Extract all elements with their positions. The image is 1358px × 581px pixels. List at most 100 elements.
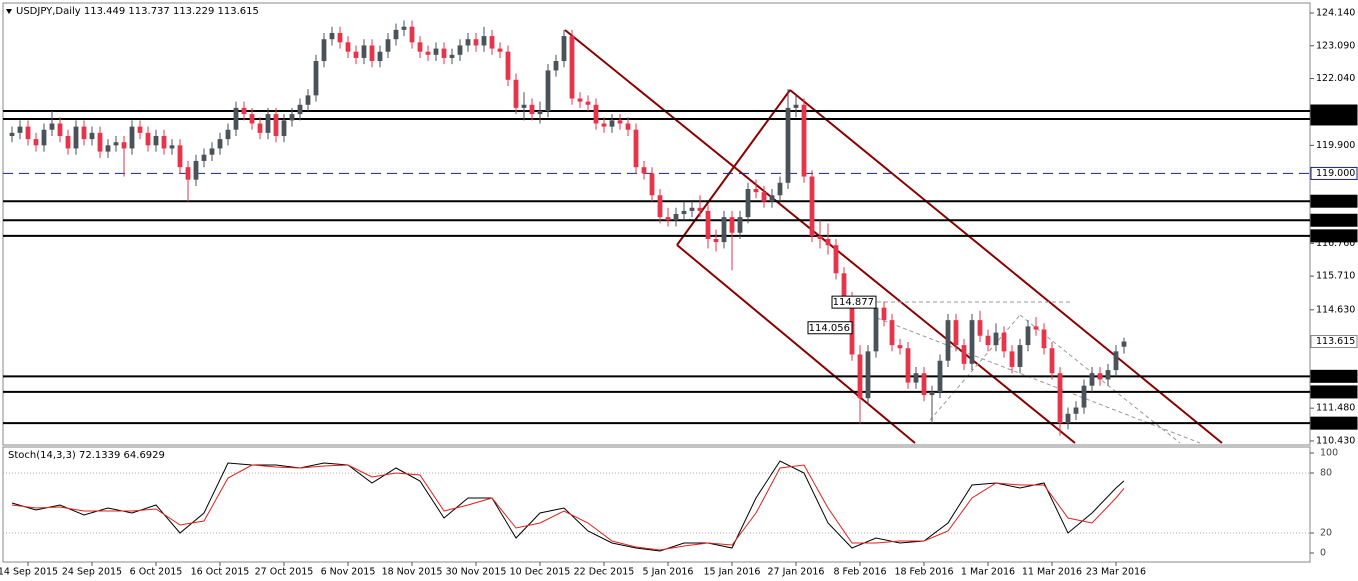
candle-body <box>201 154 207 161</box>
candle-body <box>193 160 199 180</box>
candle-body <box>1113 351 1119 371</box>
candle-body <box>913 373 919 383</box>
candle-body <box>505 51 511 80</box>
candle-body <box>681 210 687 215</box>
candle-body <box>257 123 263 133</box>
candle-body <box>281 120 287 136</box>
candle-body <box>313 61 319 96</box>
x-tick-label: 16 Oct 2015 <box>191 567 250 578</box>
candle-body <box>361 45 367 58</box>
level-label-box <box>1310 229 1358 243</box>
candle-body <box>689 207 695 211</box>
candle-body <box>249 114 255 124</box>
candle-body <box>609 120 615 127</box>
candle-body <box>89 132 95 140</box>
annotation-box <box>807 321 853 335</box>
y-tick-label: 114.630 <box>1316 304 1355 315</box>
candle-body <box>777 182 783 196</box>
candle-body <box>1089 373 1095 386</box>
candle-body <box>969 320 975 364</box>
candle-body <box>97 132 103 152</box>
candle-body <box>1033 326 1039 330</box>
candle-body <box>129 126 135 149</box>
candle-body <box>985 335 991 346</box>
candle-body <box>841 273 847 299</box>
y-tick-label: 124.140 <box>1316 7 1355 18</box>
candle-body <box>529 104 535 115</box>
candle-body <box>929 391 935 396</box>
candle-body <box>233 107 239 130</box>
candle-body <box>1009 351 1015 367</box>
candle-body <box>537 111 543 115</box>
candle-body <box>41 129 47 146</box>
candle-body <box>881 307 887 321</box>
candle-body <box>545 70 551 112</box>
chart-title: USDJPY,Daily 113.449 113.737 113.229 113… <box>16 6 259 17</box>
candle-body <box>905 348 911 383</box>
channel-line <box>789 89 1223 444</box>
candle-body <box>801 104 807 177</box>
candle-body <box>705 210 711 239</box>
candle-body <box>1065 413 1071 424</box>
candle-body <box>81 126 87 140</box>
stoch-line <box>11 460 1125 552</box>
stoch-panel <box>2 446 1311 563</box>
y-tick-label: 111.480 <box>1316 403 1355 414</box>
candle-body <box>9 132 15 136</box>
x-tick-label: 23 Mar 2016 <box>1086 567 1146 578</box>
candle-body <box>25 126 31 140</box>
x-tick-label: 30 Nov 2015 <box>446 567 507 578</box>
candle-body <box>121 142 127 149</box>
candle-body <box>225 129 231 140</box>
stoch-line <box>11 464 1125 551</box>
y-tick-label: 123.090 <box>1316 40 1355 51</box>
candle-body <box>345 42 351 52</box>
x-tick-label: 15 Jan 2016 <box>704 567 761 578</box>
y-tick-label: 20 <box>1320 528 1332 539</box>
candle-body <box>481 36 487 46</box>
candle-body <box>57 123 63 136</box>
candle-body <box>657 195 663 218</box>
candle-body <box>945 320 951 361</box>
candle-body <box>465 39 471 46</box>
candle-body <box>921 373 927 396</box>
candle-body <box>353 51 359 58</box>
candle-body <box>33 139 39 146</box>
candle-body <box>457 45 463 55</box>
candle-body <box>377 51 383 62</box>
candle-body <box>273 114 279 136</box>
candle-body <box>833 245 839 274</box>
candle-body <box>169 145 175 149</box>
level-label: 117.000 <box>1316 230 1355 241</box>
x-tick-label: 22 Dec 2015 <box>574 567 635 578</box>
annotation-box <box>831 295 877 309</box>
x-tick-label: 8 Feb 2016 <box>833 567 886 578</box>
candle-body <box>889 320 895 346</box>
level-label: 119.000 <box>1316 168 1355 179</box>
candle-body <box>105 145 111 152</box>
x-tick-label: 1 Mar 2016 <box>961 567 1015 578</box>
candle-body <box>1041 329 1047 349</box>
candle-body <box>73 126 79 149</box>
candle-body <box>393 29 399 40</box>
level-label: 112.000 <box>1316 386 1355 397</box>
dashed-line <box>1019 314 1181 444</box>
candle-body <box>177 145 183 168</box>
candle-body <box>1121 341 1127 347</box>
candle-body <box>321 39 327 62</box>
candle-body <box>137 126 143 133</box>
candle-body <box>409 26 415 43</box>
candle-body <box>793 104 799 108</box>
candle-body <box>1105 370 1111 380</box>
candle-body <box>577 98 583 102</box>
candle-body <box>1097 373 1103 380</box>
candle-body <box>617 120 623 124</box>
candle-body <box>769 195 775 202</box>
level-label-box <box>1310 166 1358 180</box>
x-tick-label: 10 Dec 2015 <box>510 567 571 578</box>
candle-body <box>489 36 495 49</box>
x-tick-label: 27 Oct 2015 <box>255 567 314 578</box>
candle-body <box>1049 348 1055 374</box>
